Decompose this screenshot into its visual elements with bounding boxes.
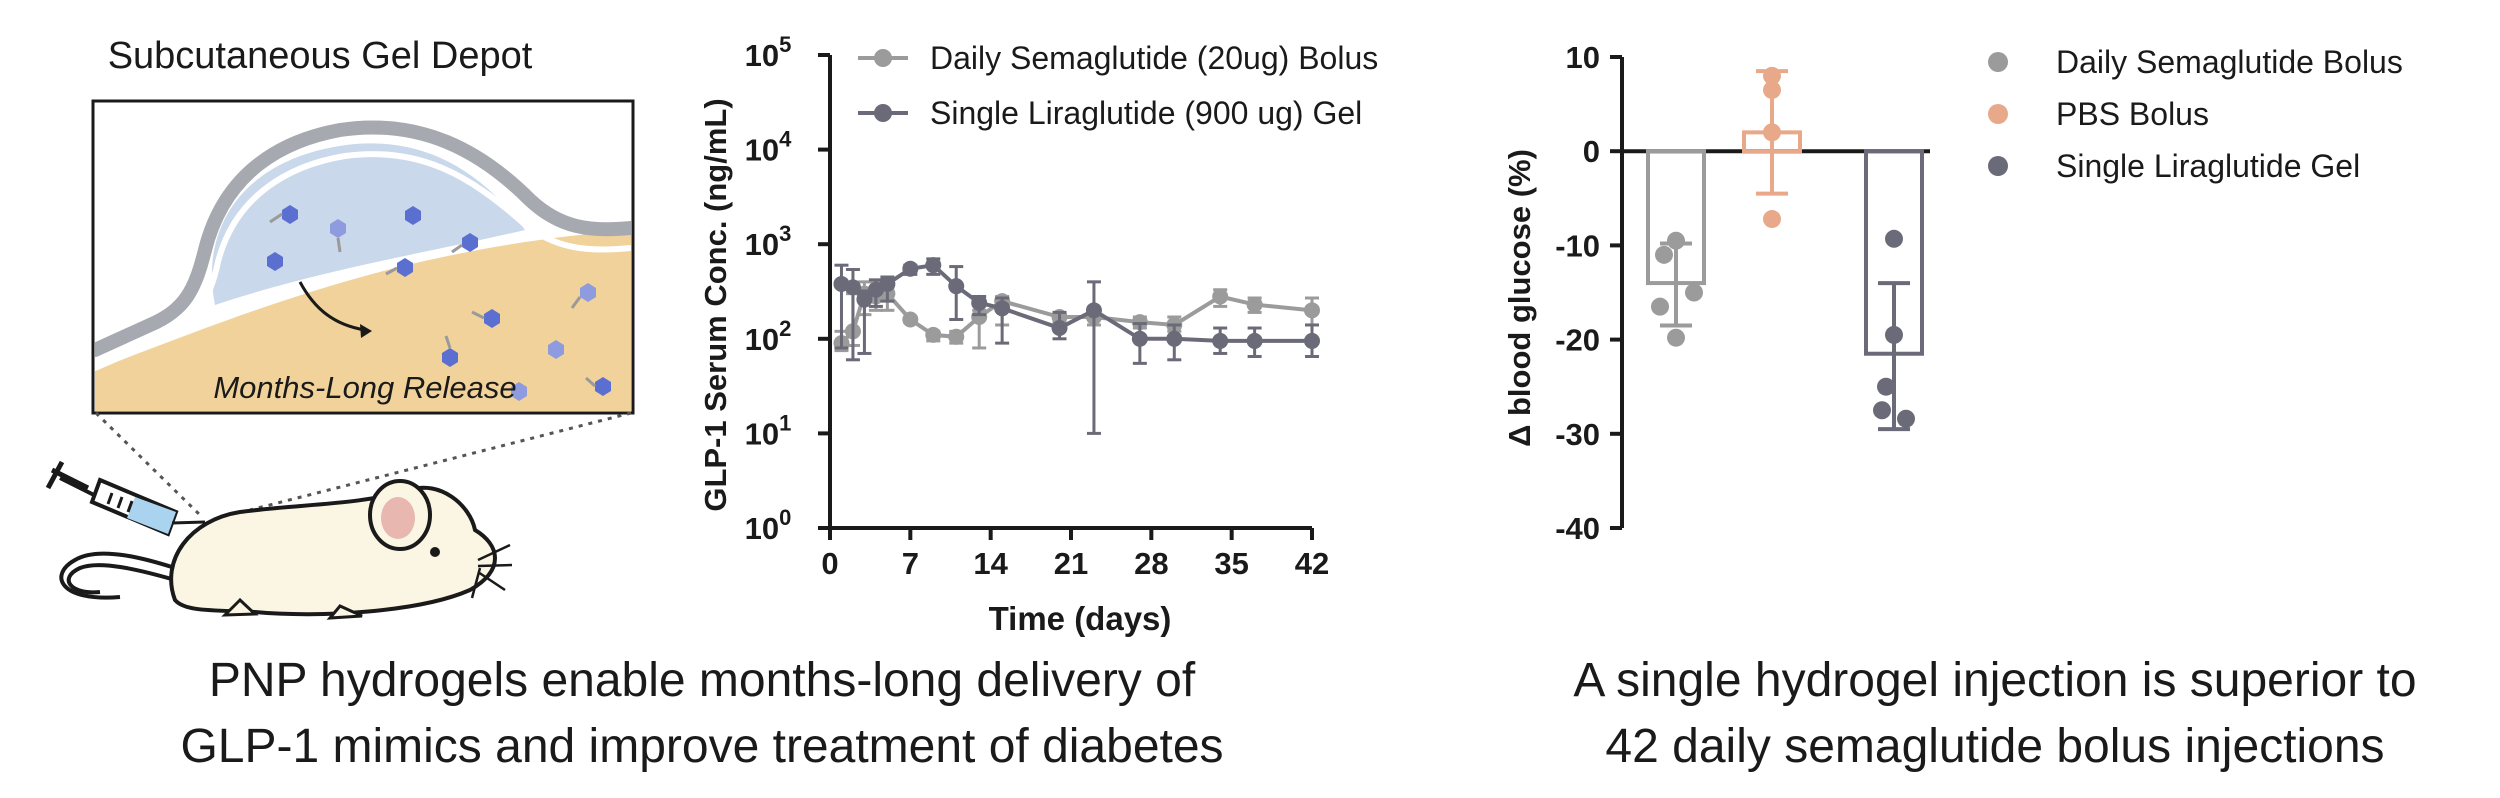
- drug-molecules: [267, 205, 611, 401]
- depot-inset: Months-Long Release: [95, 120, 631, 411]
- pk-x-tick-label: 14: [973, 546, 1008, 581]
- pk-x-tick-label: 42: [1295, 546, 1329, 581]
- bar-y-tick-label: 0: [1583, 134, 1600, 169]
- bar-group-semaglutide: [1646, 149, 1706, 347]
- bar-group-liraglutide: [1864, 149, 1924, 432]
- illustration-title: Subcutaneous Gel Depot: [108, 35, 533, 77]
- pk-data-point: [879, 275, 896, 292]
- gel-layer: [95, 230, 631, 411]
- release-label: Months-Long Release: [213, 370, 516, 405]
- bar-data-point: [1651, 297, 1669, 316]
- bar-data-point: [1763, 80, 1781, 99]
- right-caption-line1: A single hydrogel injection is superior …: [1573, 654, 2416, 707]
- bar-y-tick-label: -40: [1555, 511, 1600, 546]
- bar-legend-marker: [1988, 52, 2008, 72]
- pk-data-point: [1304, 332, 1320, 349]
- bar-data-point: [1655, 245, 1673, 264]
- pk-y-tick-exponent: 5: [779, 32, 791, 57]
- pk-legend-marker: [874, 104, 892, 122]
- pk-data-point: [856, 291, 873, 308]
- bar-data-point: [1685, 283, 1703, 302]
- pk-legend-marker: [874, 49, 892, 67]
- skin-layer: [95, 120, 631, 357]
- pk-data-point: [994, 300, 1011, 317]
- bar-legend-label: Daily Semaglutide Bolus: [2056, 44, 2403, 80]
- pk-y-tick-exponent: 4: [779, 127, 792, 152]
- pk-data-point: [1212, 332, 1229, 349]
- pk-data-point: [1051, 320, 1068, 337]
- bar-data-point: [1763, 66, 1781, 85]
- pk-data-point: [925, 326, 942, 343]
- pk-y-tick-label: 104: [745, 127, 792, 168]
- pk-data-point: [971, 294, 988, 311]
- pk-data-point: [1085, 302, 1102, 319]
- bar-data-point: [1897, 409, 1915, 428]
- pk-y-tick-label: 105: [745, 32, 792, 73]
- pk-legend-label: Single Liraglutide (900 ug) Gel: [930, 95, 1362, 131]
- pk-data-point: [948, 328, 965, 345]
- pk-x-tick-label: 7: [902, 546, 919, 581]
- bar-legend-marker: [1988, 156, 2008, 176]
- bar-y-tick-label: 10: [1566, 40, 1600, 75]
- pk-y-tick-exponent: 1: [779, 410, 791, 435]
- pk-data-point: [948, 278, 965, 295]
- bar-y-tick-label: -10: [1555, 228, 1600, 263]
- bar-data-point: [1763, 123, 1781, 142]
- skin-edge: [95, 151, 631, 371]
- bar-legend-marker: [1988, 104, 2008, 124]
- pk-x-tick-label: 0: [821, 546, 838, 581]
- bar-group-pbs: [1742, 66, 1802, 229]
- pk-data-point: [844, 279, 861, 296]
- left-caption-line2: GLP-1 mimics and improve treatment of di…: [180, 720, 1223, 773]
- depot-pocket: [211, 143, 525, 305]
- bar-legend-label: PBS Bolus: [2056, 96, 2209, 132]
- pk-y-tick-label: 102: [745, 316, 792, 357]
- pk-y-tick-label: 103: [745, 221, 792, 262]
- right-caption-line2: 42 daily semaglutide bolus injections: [1605, 720, 2384, 773]
- pk-data-point: [971, 308, 988, 325]
- bar-data-point: [1667, 231, 1685, 250]
- pk-data-point: [1212, 288, 1229, 305]
- bar-data-point: [1873, 401, 1891, 420]
- pk-y-tick-exponent: 3: [779, 221, 791, 246]
- pk-x-tick-label: 28: [1134, 546, 1168, 581]
- depot-illustration: Subcutaneous Gel Depot: [45, 35, 635, 620]
- pk-x-tick-label: 21: [1054, 546, 1088, 581]
- syringe-icon: [45, 460, 206, 537]
- pk-data-point: [1246, 296, 1263, 313]
- bar-data-point: [1885, 229, 1903, 248]
- left-caption-line1: PNP hydrogels enable months-long deliver…: [209, 654, 1196, 707]
- pk-y-axis-title: GLP-1 Serum Conc. (ng/mL): [698, 98, 733, 511]
- pk-data-point: [902, 260, 919, 277]
- mouse-icon: [59, 479, 513, 620]
- pk-series-liraglutide: [833, 257, 1320, 435]
- pk-data-point: [1166, 330, 1183, 347]
- bar-data-point: [1877, 377, 1895, 396]
- bar-y-tick-label: -30: [1555, 417, 1600, 452]
- pk-x-tick-label: 35: [1214, 546, 1248, 581]
- bar-data-point: [1763, 210, 1781, 229]
- bar-legend-label: Single Liraglutide Gel: [2056, 148, 2360, 184]
- pk-data-point: [1246, 332, 1263, 349]
- pk-data-point: [1304, 302, 1320, 319]
- pk-y-tick-label: 100: [745, 505, 792, 546]
- zoom-line-left: [94, 411, 202, 517]
- pk-data-point: [925, 257, 942, 274]
- pk-data-point: [902, 311, 919, 328]
- pk-legend-label: Daily Semaglutide (20ug) Bolus: [930, 40, 1378, 76]
- pk-x-axis-title: Time (days): [989, 600, 1172, 637]
- release-arrow: [298, 281, 366, 332]
- bar-data-point: [1885, 325, 1903, 344]
- pk-y-tick-label: 101: [745, 410, 792, 451]
- bar-y-axis-title: Δ blood glucose (%): [1502, 149, 1537, 447]
- glucose-bar-chart: 10 0 -10 -20 -30 -40 Daily Semaglutide Bolus P…: [1502, 40, 2403, 546]
- pk-y-tick-exponent: 0: [779, 505, 791, 530]
- bar-data-point: [1667, 328, 1685, 347]
- pk-y-tick-exponent: 2: [779, 316, 791, 341]
- pk-data-point: [1131, 330, 1148, 347]
- bar-y-tick-label: -20: [1555, 323, 1600, 358]
